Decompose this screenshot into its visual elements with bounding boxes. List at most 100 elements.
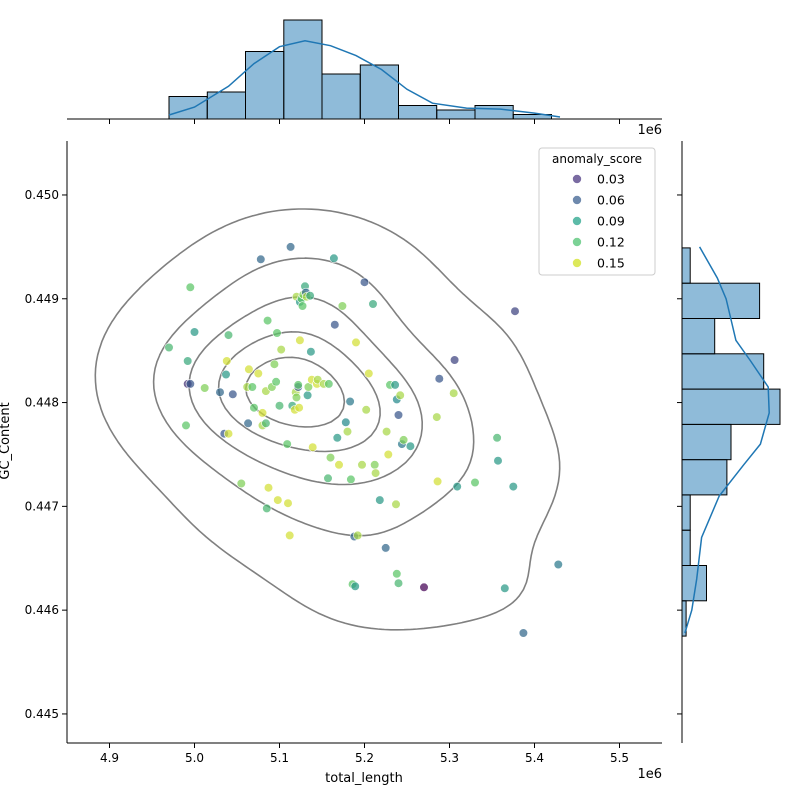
scatter-point: [492, 433, 502, 443]
top-hist-bar: [512, 114, 552, 120]
kde-contour-line: [188, 296, 423, 486]
x-axis-ticks: 4.9 5.0 5.1 5.2 5.3 5.4 5.5: [100, 743, 629, 765]
scatter-point: [393, 578, 404, 588]
y-tick-label: 0.448: [25, 396, 59, 410]
x-tick-label: 5.3: [440, 751, 459, 765]
right-marginal-ticks: [677, 194, 682, 715]
scatter-point: [375, 495, 385, 505]
scatter-point: [294, 403, 304, 413]
scatter-point: [342, 427, 353, 437]
scatter-point: [450, 355, 460, 365]
scatter-point: [295, 335, 305, 345]
scatter-point: [223, 429, 234, 439]
scatter-point: [392, 569, 402, 579]
scatter-point: [263, 316, 273, 326]
scatter-point: [346, 474, 356, 485]
scatter-point: [297, 301, 308, 311]
top-hist-bar: [283, 19, 323, 120]
scatter-point: [341, 417, 351, 427]
right-hist-bar: [681, 318, 716, 355]
main-axes: 4.9 5.0 5.1 5.2 5.3 5.4 5.5 0.4450.4460.4470.4…: [0, 141, 662, 786]
scatter-point: [189, 327, 200, 337]
scatter-point: [370, 460, 380, 470]
scatter-point: [493, 456, 503, 466]
top-histogram: [168, 19, 552, 120]
legend-title: anomaly_score: [552, 152, 642, 166]
legend: anomaly_score 0.03 0.06 0.09 0.12 0.15: [538, 147, 656, 276]
scatter-point: [518, 628, 529, 638]
top-hist-bar: [168, 96, 208, 120]
y-tick-label: 0.446: [25, 603, 59, 617]
x-tick-label: 5.0: [185, 751, 204, 765]
x-axis-label: total_length: [325, 771, 403, 786]
y-tick-label: 0.447: [25, 499, 59, 513]
right-hist-bar: [681, 353, 765, 390]
scatter-point: [273, 495, 283, 505]
legend-label: 0.12: [597, 235, 625, 250]
scatter-point: [323, 473, 333, 483]
scatter-point: [183, 356, 193, 366]
scatter-point: [433, 476, 443, 487]
x-offset-label: 1e6: [637, 767, 662, 782]
x-tick-label: 4.9: [100, 751, 119, 765]
scatter-point: [470, 477, 480, 488]
scatter-point: [263, 483, 274, 493]
scatter-point: [351, 337, 361, 348]
scatter-point: [434, 374, 444, 384]
scatter-point: [381, 543, 391, 553]
scatter-point: [553, 559, 563, 570]
top-hist-bar: [206, 91, 247, 120]
scatter-point: [303, 390, 313, 400]
scatter-point: [305, 291, 315, 301]
right-hist-bar: [681, 247, 691, 284]
right-hist-bar: [681, 494, 691, 531]
scatter-point: [324, 379, 334, 389]
scatter-point: [181, 420, 191, 431]
kde-contour-line: [94, 208, 561, 631]
right-marginal-axes: [677, 141, 781, 743]
scatter-point: [361, 405, 371, 415]
scatter-point: [452, 482, 462, 492]
scatter-point: [419, 582, 429, 592]
scatter-point: [325, 453, 336, 463]
scatter-point: [256, 254, 266, 264]
top-offset-label: 1e6: [637, 123, 662, 138]
scatter-point: [306, 347, 316, 357]
right-kde-curve: [684, 246, 770, 634]
scatter-point: [257, 408, 268, 418]
scatter-point: [382, 427, 392, 437]
legend-entries: 0.03 0.06 0.09 0.12 0.15: [572, 172, 625, 271]
scatter-point: [432, 412, 442, 422]
scatter-point: [243, 418, 253, 428]
x-tick-label: 5.5: [610, 751, 629, 765]
scatter-point: [508, 482, 518, 492]
scatter-point: [261, 418, 271, 428]
legend-label: 0.06: [597, 193, 625, 208]
legend-box: [538, 147, 656, 276]
top-hist-bar: [398, 105, 438, 120]
scatter-point: [222, 356, 232, 366]
scatter-point: [364, 368, 374, 379]
top-hist-bar: [321, 73, 361, 120]
scatter-point: [332, 433, 342, 443]
scatter-point: [286, 242, 296, 252]
scatter-point: [274, 401, 285, 411]
legend-marker: [572, 216, 582, 226]
top-hist-bar: [474, 105, 514, 120]
scatter-point: [383, 449, 393, 460]
scatter-point: [353, 530, 363, 541]
x-tick-label: 5.4: [525, 751, 544, 765]
right-hist-bar: [681, 423, 732, 461]
scatter-point: [405, 441, 416, 451]
legend-marker: [572, 258, 582, 268]
scatter-point: [223, 330, 234, 340]
scatter-point: [357, 460, 367, 470]
scatter-point: [390, 380, 400, 390]
right-hist-bar: [681, 388, 781, 425]
top-hist-bar: [359, 64, 399, 120]
scatter-point: [276, 345, 286, 355]
legend-marker: [572, 237, 582, 247]
scatter-point: [164, 342, 174, 353]
scatter-point: [330, 320, 340, 330]
scatter-point: [228, 389, 238, 399]
